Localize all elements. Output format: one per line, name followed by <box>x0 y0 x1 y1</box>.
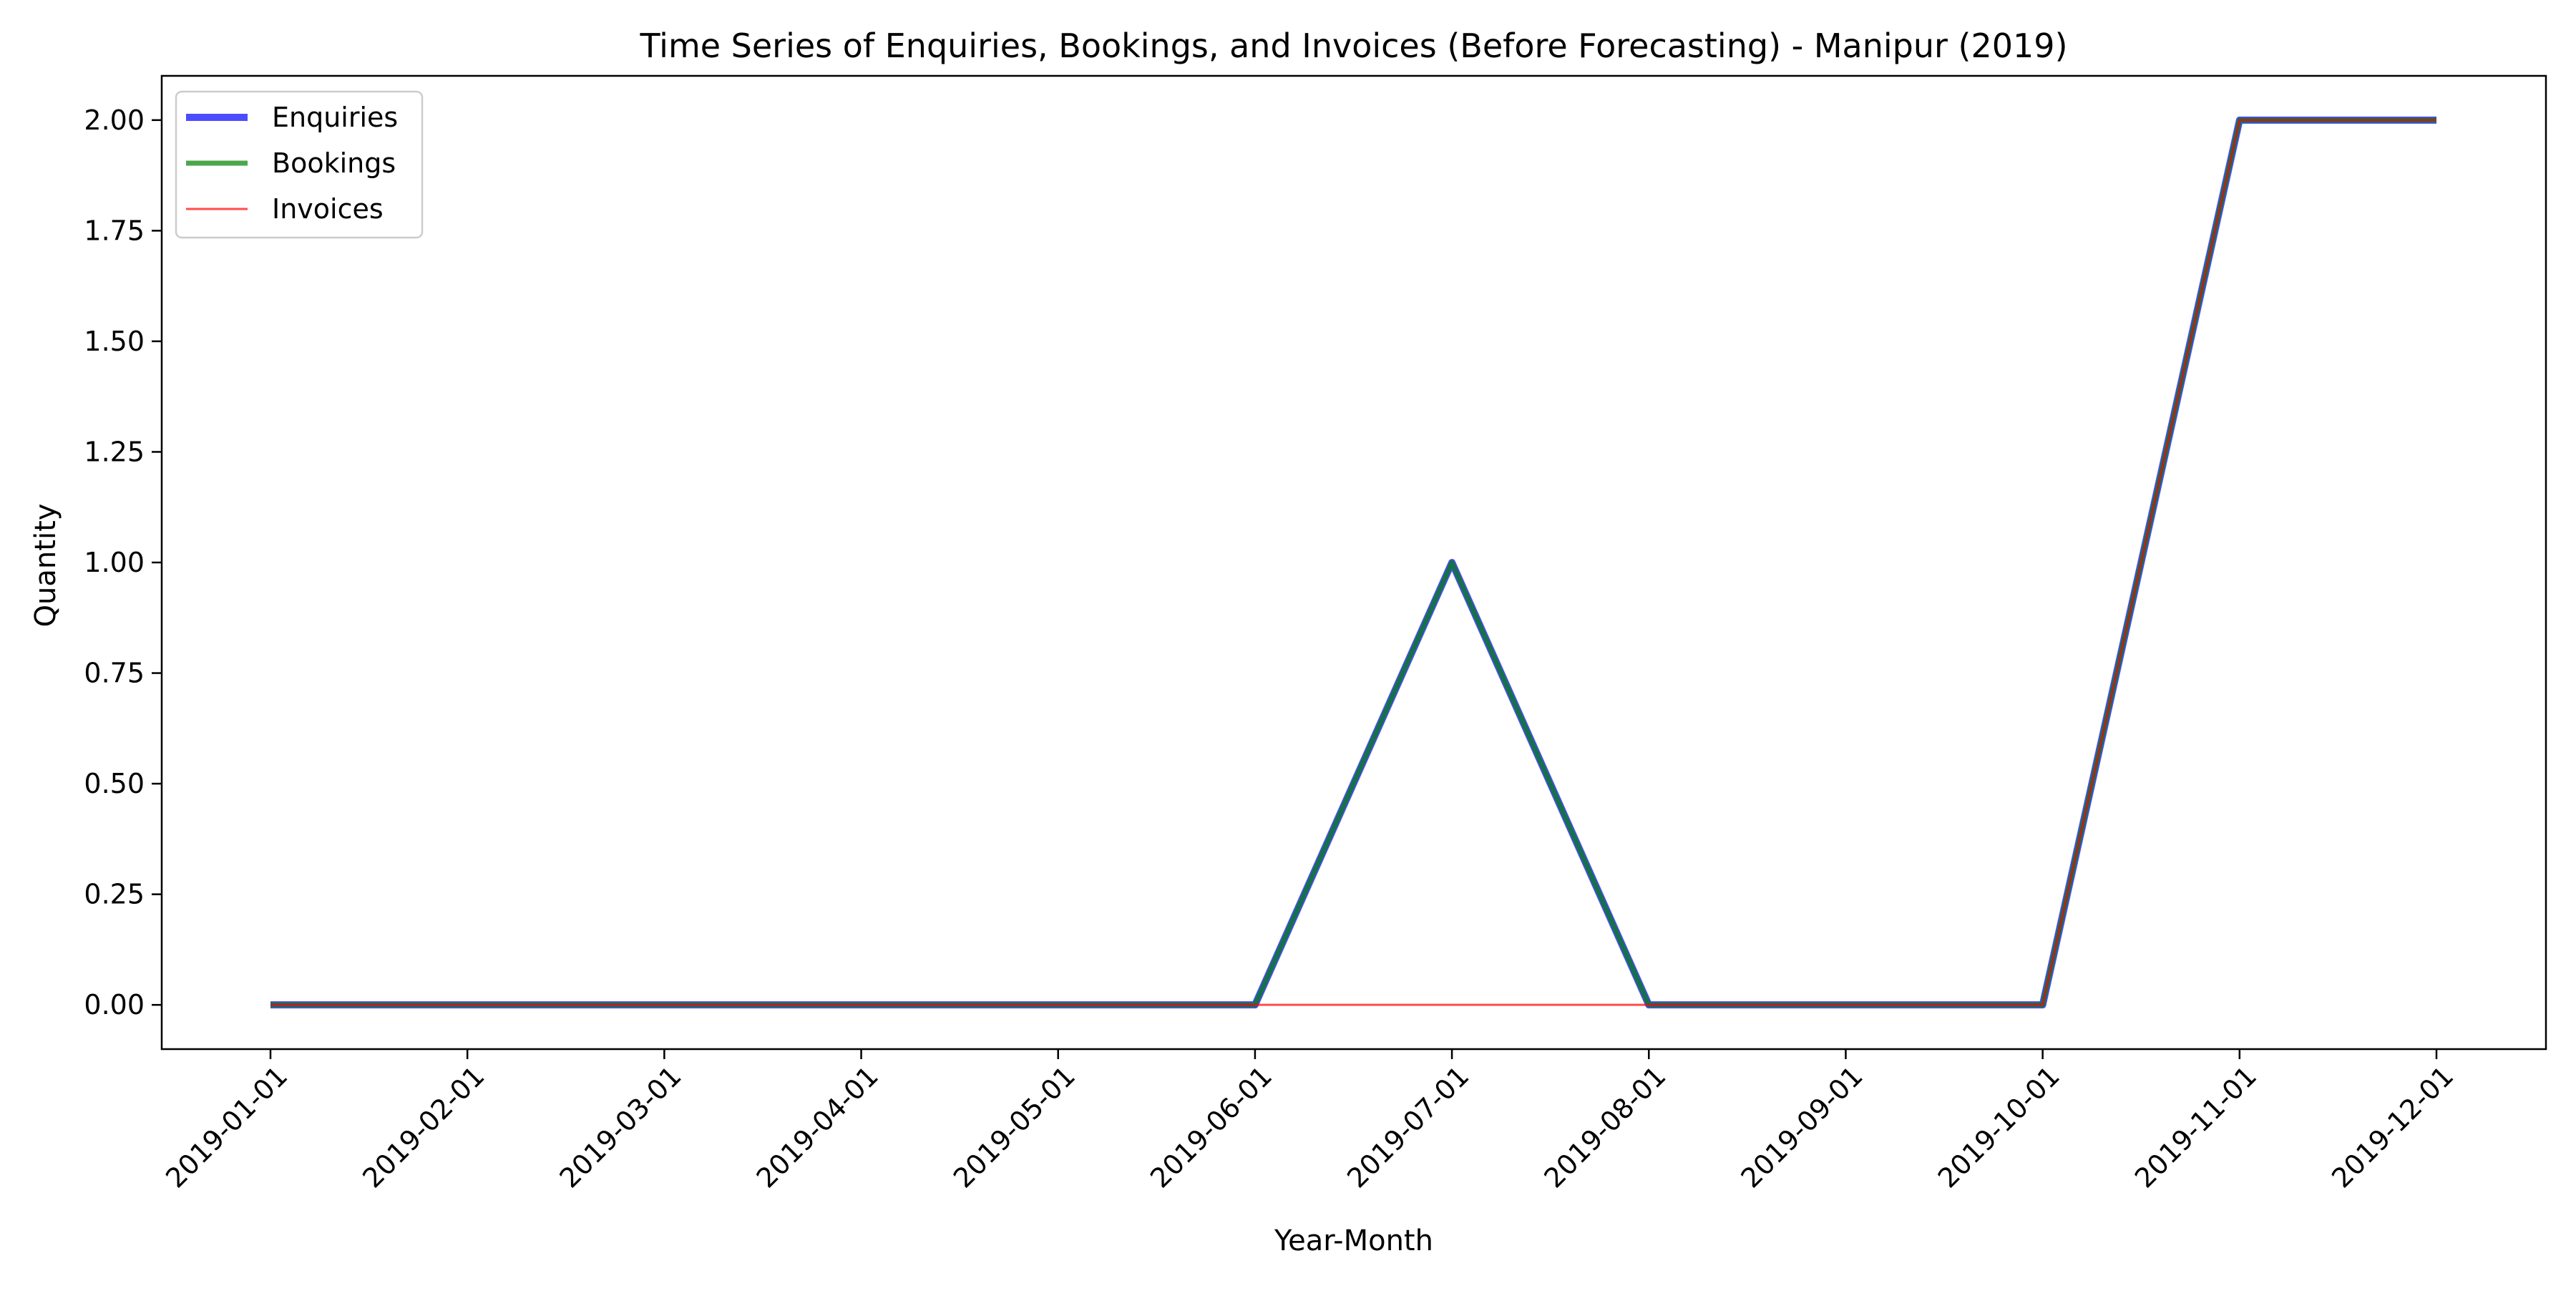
x-axis-label: Year-Month <box>1274 1224 1433 1257</box>
legend-label-bookings: Bookings <box>272 147 396 179</box>
y-tick-label: 0.75 <box>84 658 145 689</box>
legend: Enquiries Bookings Invoices <box>175 90 424 239</box>
x-tick-label: 2019-06-01 <box>1144 1060 1278 1194</box>
x-tick-label: 2019-02-01 <box>356 1060 490 1194</box>
plot-frame <box>160 74 2547 1051</box>
x-tick-label: 2019-04-01 <box>751 1060 884 1194</box>
legend-box <box>175 90 424 239</box>
y-tick-label: 1.50 <box>84 326 145 357</box>
x-tick-label: 2019-05-01 <box>947 1060 1081 1194</box>
y-tick-label: 1.00 <box>84 547 145 578</box>
series-line-enquiries <box>270 116 2436 1009</box>
series-line-invoices <box>270 119 2436 1006</box>
x-tick-label: 2019-03-01 <box>553 1060 687 1194</box>
y-tick-label: 0.25 <box>84 879 145 910</box>
x-tick-label: 2019-08-01 <box>1538 1060 1672 1194</box>
x-axis: 2019-01-01 2019-02-01 2019-03-01 2019-04-01… <box>160 1049 2459 1194</box>
x-tick-label: 2019-12-01 <box>2326 1060 2459 1194</box>
x-tick-label: 2019-11-01 <box>2129 1060 2263 1194</box>
series-layer <box>270 116 2436 1009</box>
y-tick-label: 2.00 <box>84 104 145 136</box>
x-tick-label: 2019-07-01 <box>1341 1060 1475 1194</box>
legend-label-invoices: Invoices <box>272 193 384 225</box>
y-axis-label: Quantity <box>29 504 62 628</box>
x-tick-label: 2019-10-01 <box>1932 1060 2066 1194</box>
x-tick-label: 2019-09-01 <box>1735 1060 1869 1194</box>
y-tick-label: 1.75 <box>84 215 145 246</box>
y-tick-label: 1.25 <box>84 436 145 467</box>
x-tick-label: 2019-01-01 <box>160 1060 293 1194</box>
plot-area <box>160 74 2547 1051</box>
chart-title: Time Series of Enquiries, Bookings, and … <box>639 26 2067 65</box>
series-line-bookings <box>270 117 2436 1008</box>
y-axis: 0.00 0.25 0.50 0.75 1.00 1.25 1.50 1.75 2.00 <box>84 104 162 1020</box>
y-tick-label: 0.50 <box>84 768 145 799</box>
y-tick-label: 0.00 <box>84 989 145 1020</box>
legend-label-enquiries: Enquiries <box>272 102 398 133</box>
